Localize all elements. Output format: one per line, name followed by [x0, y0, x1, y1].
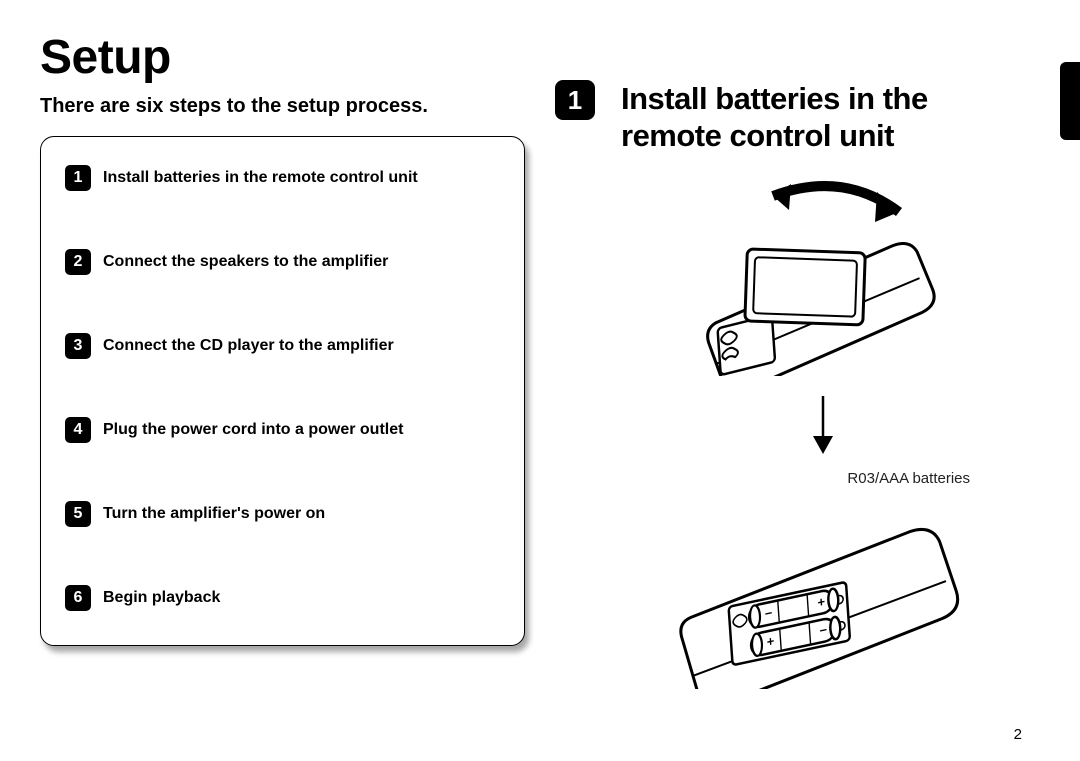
page-number: 2	[1014, 726, 1022, 743]
battery-caption: R03/AAA batteries	[847, 470, 970, 487]
step-row: 2 Connect the speakers to the amplifier	[65, 249, 500, 275]
step-badge: 6	[65, 585, 91, 611]
step-row: 4 Plug the power cord into a power outle…	[65, 417, 500, 443]
step-badge: 5	[65, 501, 91, 527]
step-row: 3 Connect the CD player to the amplifier	[65, 333, 500, 359]
step-row: 6 Begin playback	[65, 585, 500, 611]
step-detail-badge: 1	[555, 80, 595, 120]
step-detail-heading: 1 Install batteries in the remote contro…	[555, 80, 1030, 154]
remote-cover-open-icon	[673, 176, 973, 376]
arrow-down-icon	[808, 394, 838, 456]
step-text: Connect the speakers to the amplifier	[103, 253, 388, 271]
step-text: Begin playback	[103, 589, 220, 607]
step-row: 5 Turn the amplifier's power on	[65, 501, 500, 527]
remote-batteries-inserted-icon: − + + −	[663, 489, 983, 689]
step-badge: 4	[65, 417, 91, 443]
page-title: Setup	[40, 30, 1030, 85]
svg-text:+: +	[766, 633, 775, 650]
illustration-group: R03/AAA batteries	[615, 176, 1030, 689]
steps-box: 1 Install batteries in the remote contro…	[40, 136, 525, 646]
step-badge: 2	[65, 249, 91, 275]
thumb-tab	[1060, 62, 1080, 140]
step-text: Connect the CD player to the amplifier	[103, 337, 394, 355]
svg-text:−: −	[764, 605, 773, 622]
step-text: Install batteries in the remote control …	[103, 169, 418, 187]
svg-text:−: −	[819, 622, 828, 639]
step-row: 1 Install batteries in the remote contro…	[65, 165, 500, 191]
step-badge: 1	[65, 165, 91, 191]
step-text: Plug the power cord into a power outlet	[103, 421, 403, 439]
step-detail-title: Install batteries in the remote control …	[621, 80, 1030, 154]
svg-text:+: +	[817, 594, 826, 611]
step-badge: 3	[65, 333, 91, 359]
step-text: Turn the amplifier's power on	[103, 505, 325, 523]
